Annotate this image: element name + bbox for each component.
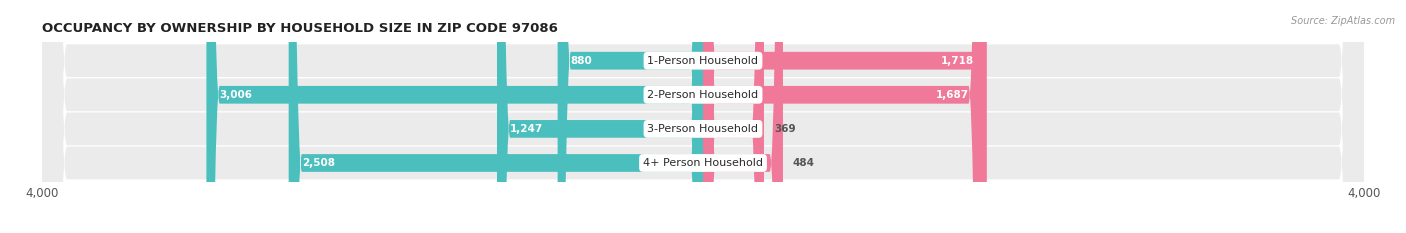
Text: 880: 880 — [571, 56, 592, 66]
Text: 3,006: 3,006 — [219, 90, 253, 100]
FancyBboxPatch shape — [42, 0, 1364, 233]
Text: 369: 369 — [773, 124, 796, 134]
FancyBboxPatch shape — [703, 0, 783, 233]
FancyBboxPatch shape — [42, 0, 1364, 233]
Text: 2-Person Household: 2-Person Household — [647, 90, 759, 100]
FancyBboxPatch shape — [703, 0, 981, 233]
Text: 3-Person Household: 3-Person Household — [648, 124, 758, 134]
Text: 2,508: 2,508 — [302, 158, 335, 168]
Text: 1,687: 1,687 — [935, 90, 969, 100]
Text: 4+ Person Household: 4+ Person Household — [643, 158, 763, 168]
Text: 1,718: 1,718 — [941, 56, 973, 66]
FancyBboxPatch shape — [42, 0, 1364, 233]
FancyBboxPatch shape — [496, 0, 703, 233]
FancyBboxPatch shape — [207, 0, 703, 233]
FancyBboxPatch shape — [703, 0, 763, 233]
FancyBboxPatch shape — [703, 0, 987, 233]
FancyBboxPatch shape — [288, 0, 703, 233]
Text: Source: ZipAtlas.com: Source: ZipAtlas.com — [1291, 16, 1395, 26]
Text: 1-Person Household: 1-Person Household — [648, 56, 758, 66]
Text: 484: 484 — [793, 158, 815, 168]
Legend: Owner-occupied, Renter-occupied: Owner-occupied, Renter-occupied — [575, 230, 831, 233]
FancyBboxPatch shape — [558, 0, 703, 233]
Text: 1,247: 1,247 — [510, 124, 544, 134]
FancyBboxPatch shape — [42, 0, 1364, 233]
Text: OCCUPANCY BY OWNERSHIP BY HOUSEHOLD SIZE IN ZIP CODE 97086: OCCUPANCY BY OWNERSHIP BY HOUSEHOLD SIZE… — [42, 22, 558, 35]
